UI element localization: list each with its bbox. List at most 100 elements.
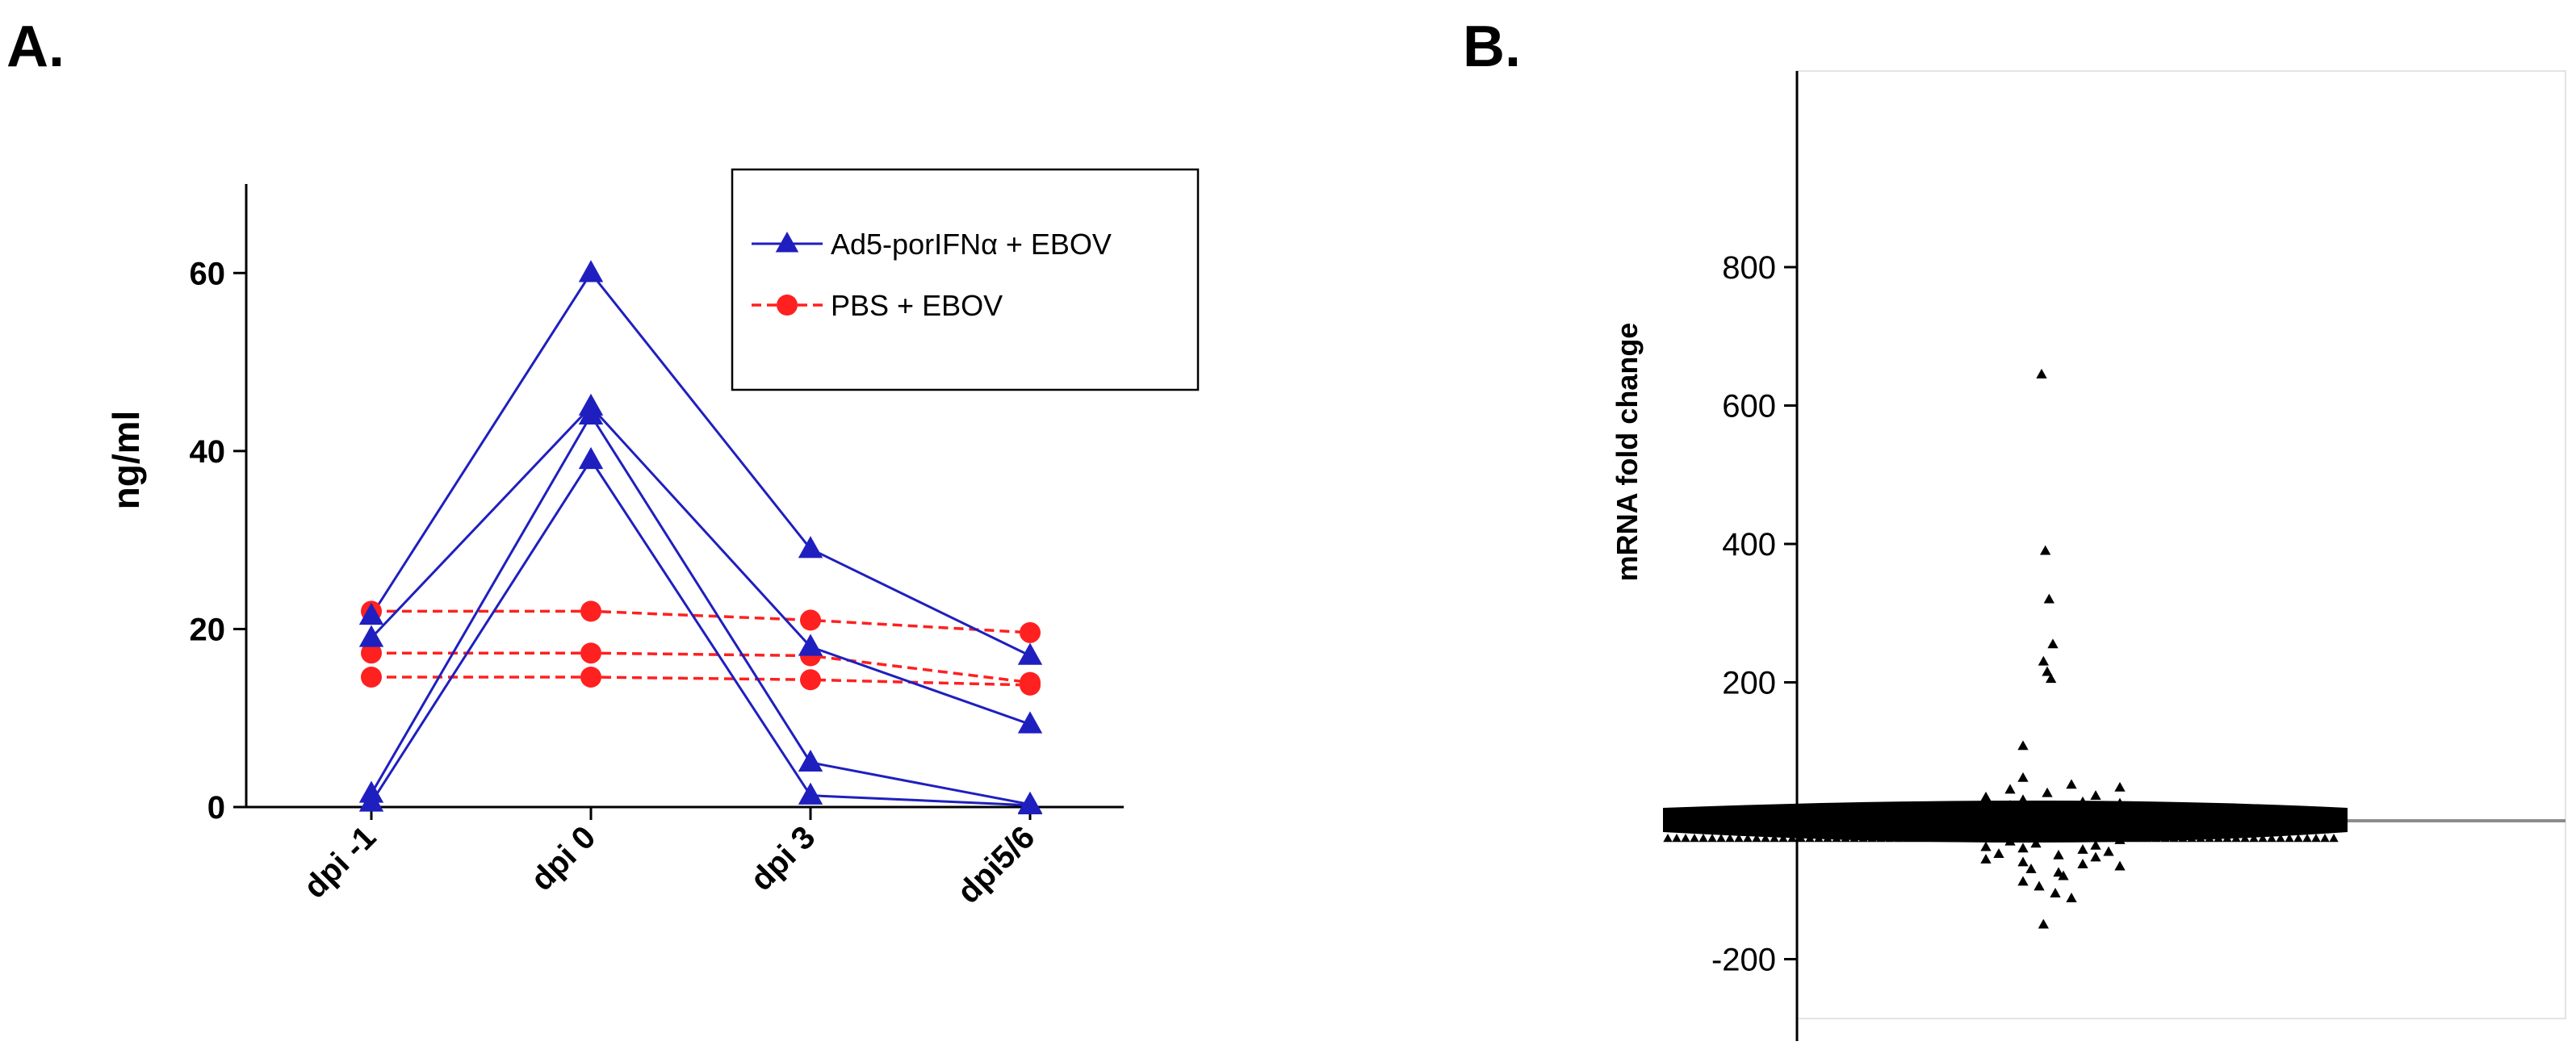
cluster-edge-point [1885,834,1895,843]
cluster-edge-point [2249,834,2259,843]
cluster-edge-point [1752,834,1761,843]
y-tick-label: -200 [1711,943,1776,978]
panel-b-label: B. [1463,15,1521,79]
data-point [2042,666,2053,676]
data-point [2114,860,2126,871]
data-point-ifn [798,536,823,558]
data-point [1958,805,1969,815]
y-tick-label: 20 [190,612,226,647]
data-point [2058,870,2069,880]
cluster-edge-point [2142,834,2152,843]
data-point-pbs [800,609,821,631]
panel-b-dense-cluster [1663,801,2348,843]
data-point [2017,856,2029,867]
cluster-edge-point [1734,834,1744,843]
data-point [2017,772,2029,782]
data-point [2077,844,2088,854]
panel-a-y-axis-title: ng/ml [105,411,147,510]
cluster-edge-point [1823,834,1833,843]
cluster-edge-point [2134,834,2143,843]
panel-a-x-ticks: dpi -1 dpi 0 dpi 3 dpi5/6 [297,807,1041,910]
panel-a-line-chart: 0 20 40 60 dpi -1 dpi 0 dpi 3 dpi5/6 ng/ml Ad5… [105,168,1200,910]
cluster-edge-point [1725,834,1735,843]
data-point-ifn [578,446,604,470]
y-tick-label: 0 [207,790,225,826]
cluster-edge-point [2107,834,2117,843]
data-point [2077,832,2088,843]
panel-b-y-ticks: -200 0 200 400 600 800 [1711,250,1797,978]
data-point-pbs [800,669,821,691]
cluster-edge-point [1912,834,1921,843]
cluster-edge-point [1983,834,1992,843]
cluster-edge-point [1965,834,1975,843]
cluster-edge-point [2169,834,2179,843]
cluster-edge-point [2036,834,2046,843]
data-point [2103,846,2114,856]
cluster-edge-point [1876,834,1886,843]
cluster-edge-point [1761,834,1770,843]
data-point [2053,849,2064,860]
y-tick-label: 40 [190,434,226,470]
data-point [2017,740,2029,751]
cluster-edge-point [1707,834,1717,843]
data-point-ifn [358,602,384,625]
data-point [2066,779,2077,789]
panel-a-y-ticks: 0 20 40 60 [190,256,246,826]
data-point [2040,545,2051,555]
cluster-edge-point [1716,834,1726,843]
data-point [2038,918,2049,929]
y-tick-label: 800 [1722,250,1776,286]
cluster-edge-point [1841,834,1850,843]
cluster-edge-point [1929,834,1939,843]
cluster-edge-point [1796,834,1806,843]
series-line-pbs [371,609,1031,634]
data-point-pbs [361,666,382,688]
y-tick-label: 0 [1758,804,1776,839]
legend-entry-ifn: Ad5-porIFNα + EBOV [831,228,1112,261]
data-point-pbs [1020,674,1041,696]
x-tick-label: dpi -1 [297,819,383,906]
series-line-pbs [371,651,1031,684]
data-point-pbs [1020,621,1041,643]
data-point [2090,851,2101,862]
series-line-ifn [370,404,1031,726]
data-point-ifn [1017,711,1043,734]
legend-swatch-ifn-marker [775,232,799,253]
data-point [2004,800,2016,810]
data-point [2114,797,2126,808]
cluster-edge-point [1681,834,1690,843]
cluster-band [1663,801,2348,843]
cluster-edge-point [1956,834,1966,843]
data-point [2053,867,2064,877]
data-point [1980,791,1992,801]
data-point [2043,593,2055,604]
data-point-ifn [798,634,823,656]
cluster-edge-point [1992,834,2001,843]
data-point [2090,839,2101,850]
data-point-ifn [1017,792,1043,814]
y-tick-label: 600 [1722,389,1776,425]
cluster-edge-point [1903,834,1912,843]
panel-b-plot-frame [1796,70,2566,1019]
cluster-edge-point [1947,834,1957,843]
panel-a-legend: Ad5-porIFNα + EBOV PBS + EBOV [731,168,1200,391]
data-point [2017,830,2029,841]
data-point [2034,880,2045,891]
data-point [2050,888,2061,897]
data-point-ifn [358,625,384,647]
data-point [2042,787,2053,797]
cluster-edge-point [2089,834,2099,843]
cluster-edge-point [2178,834,2188,843]
cluster-edge-point [2000,834,2010,843]
legend-entry-pbs: PBS + EBOV [831,289,1003,322]
data-point [2038,655,2049,666]
cluster-edge-point [2267,834,2277,843]
series-line-ifn [370,412,1031,806]
data-point [2101,802,2113,813]
cluster-edge-point [2231,834,2241,843]
panel-a-series [358,260,1043,814]
cluster-edge-point [2205,834,2214,843]
series-line-ifn [370,270,1031,657]
series-line-pbs [371,675,1031,687]
